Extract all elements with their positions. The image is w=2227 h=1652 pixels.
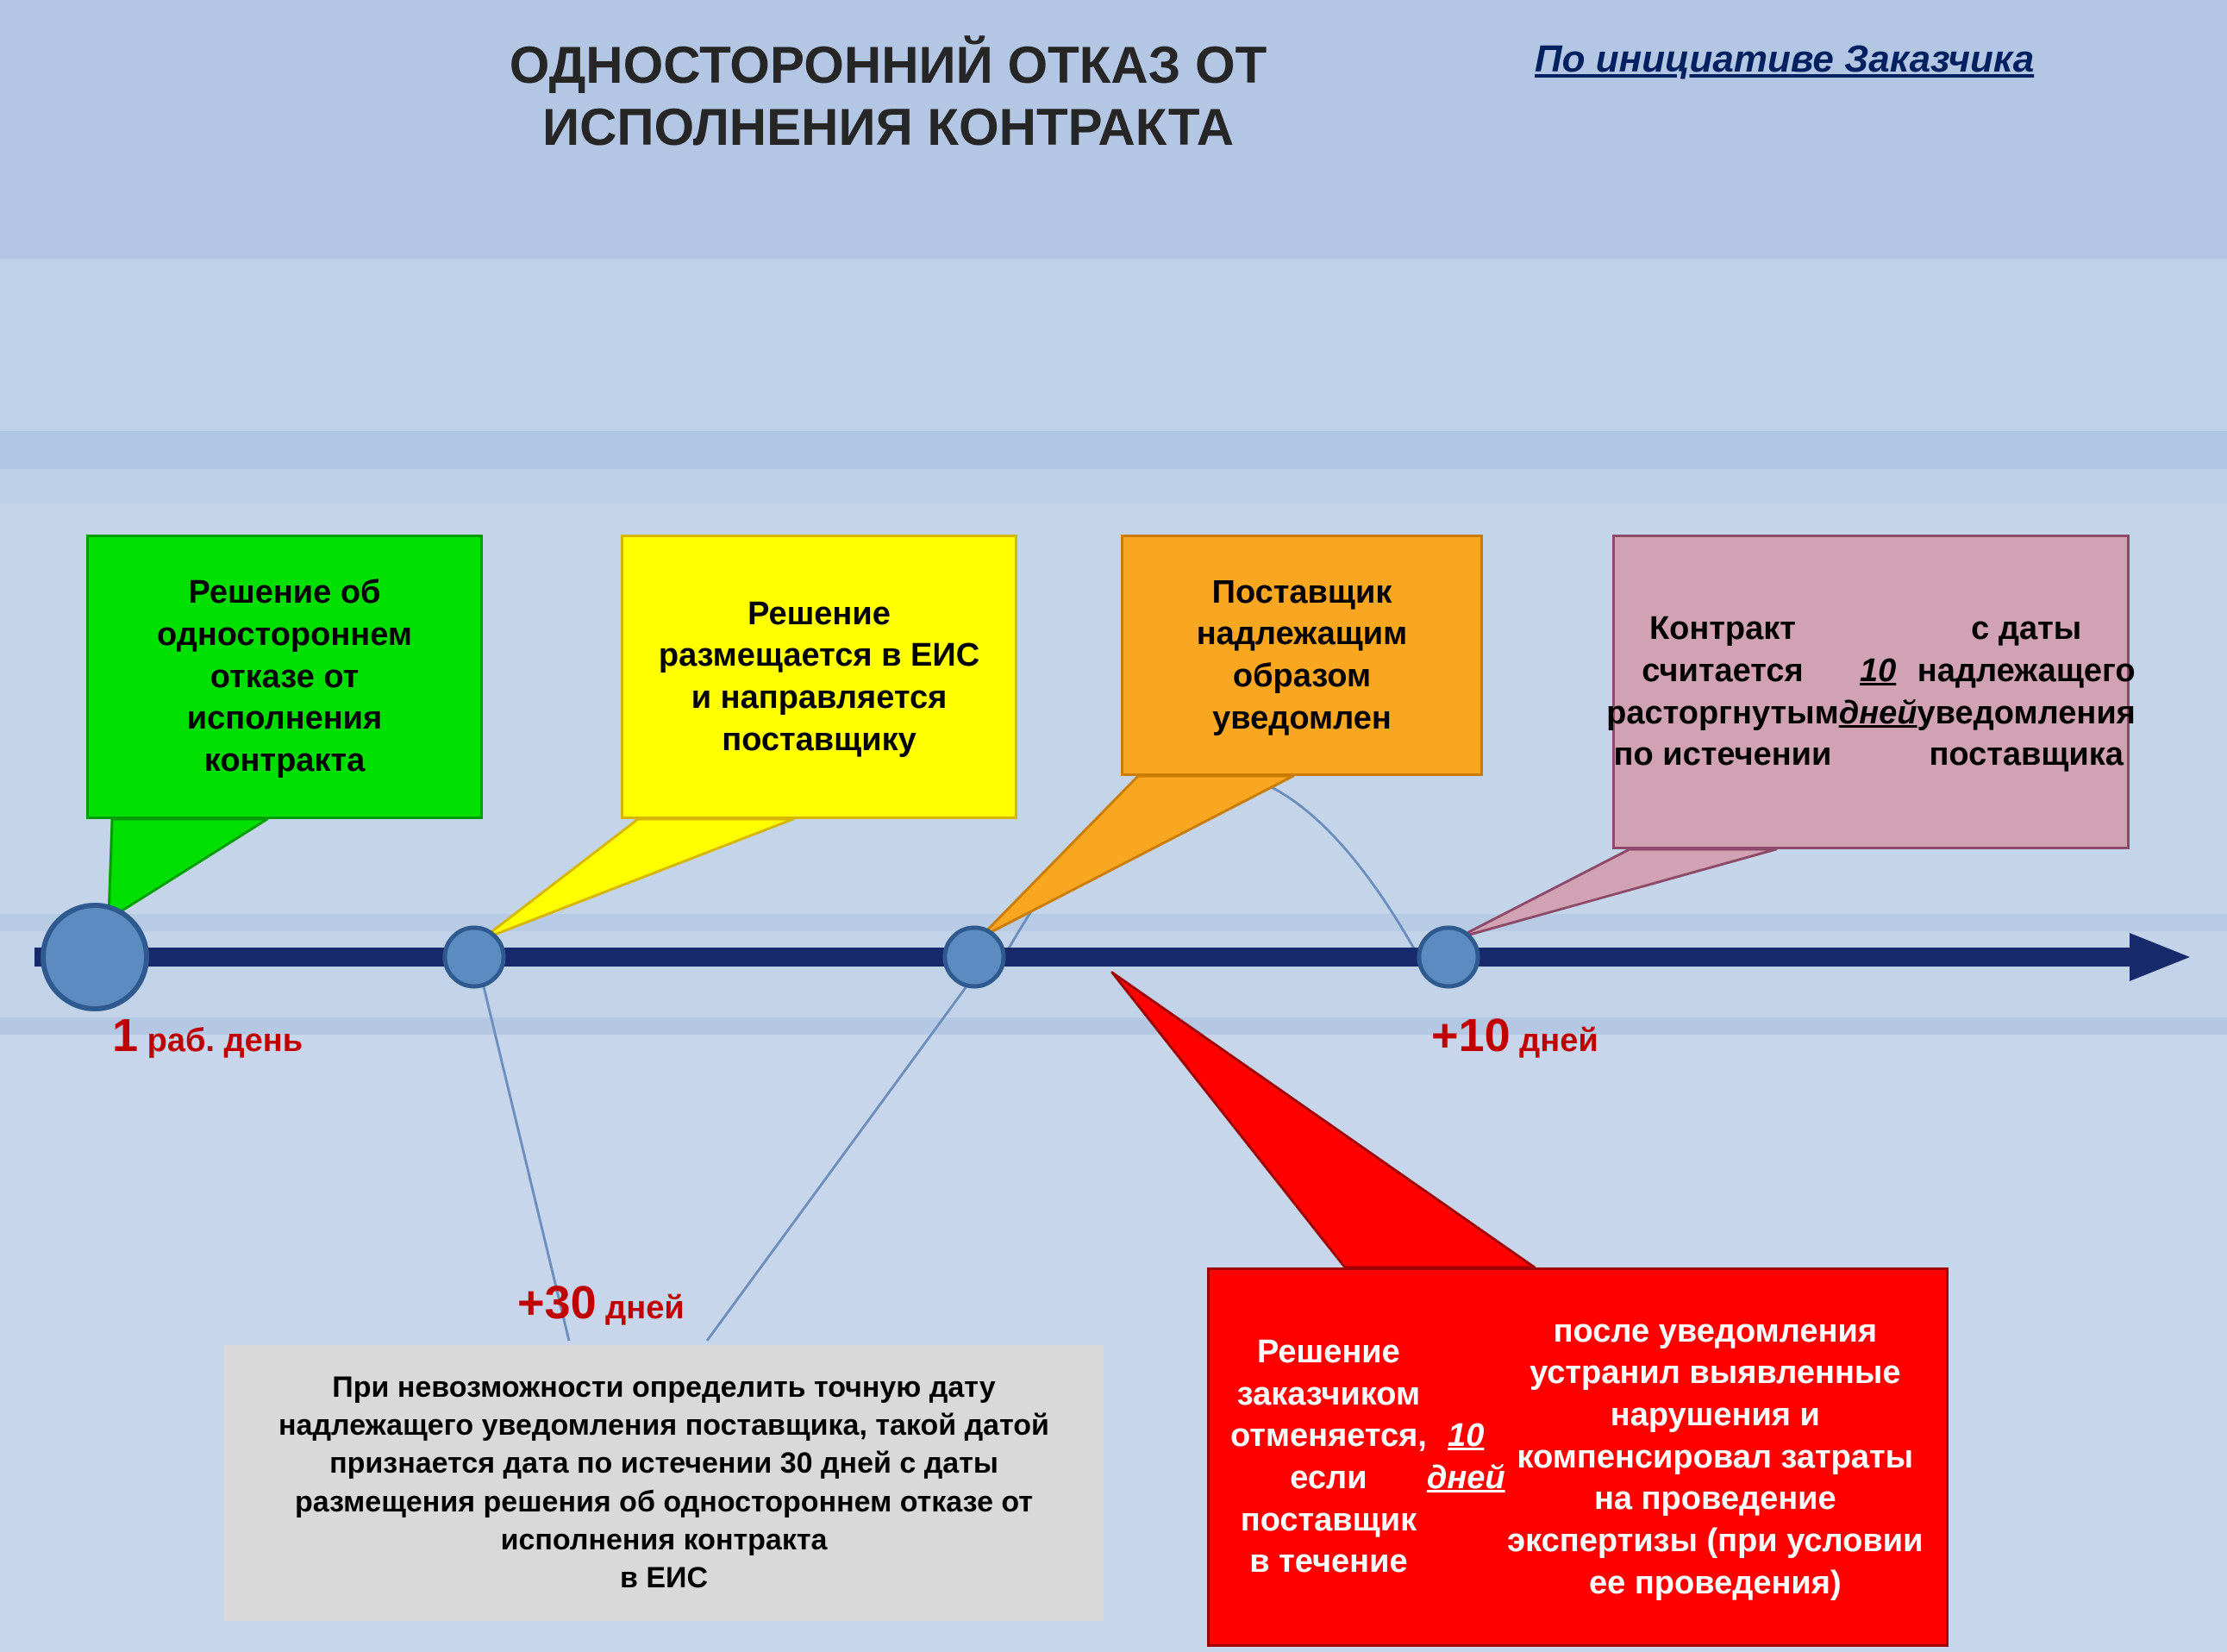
title-line1: ОДНОСТОРОННИЙ ОТКАЗ ОТ [510, 36, 1267, 94]
label-plus10: +10 дней [1431, 1009, 1598, 1062]
label-1-day: 1 раб. день [112, 1009, 303, 1062]
callout-notified: Поставщик надлежащим образом уведомлен [1121, 535, 1483, 776]
subtitle: По инициативе Заказчика [1535, 38, 2190, 81]
callout-decision: Решение об одностороннем отказе от испол… [86, 535, 483, 819]
timeline-node-2 [945, 928, 1004, 986]
callout-publish: Решение размещается в ЕИС и направляется… [621, 535, 1017, 819]
callout-publish-tail [481, 819, 793, 940]
callout-terminated: Контракт считается расторгнутым по истеч… [1612, 535, 2130, 849]
callout-decision-tail [109, 819, 267, 919]
timeline-start-node [43, 905, 147, 1009]
label-plus30: +30 дней [517, 1276, 685, 1330]
timeline-node-3 [1419, 928, 1478, 986]
callout-terminated-tail [1457, 849, 1776, 938]
slide-root: ОДНОСТОРОННИЙ ОТКАЗ ОТ ИСПОЛНЕНИЯ КОНТРА… [0, 0, 2227, 1652]
timeline-arrowhead [2130, 933, 2190, 981]
callout-cancel: Решение заказчиком отменяется, если пост… [1207, 1267, 1949, 1647]
timeline-node-1 [445, 928, 504, 986]
note-30days: При невозможности определить точную дату… [224, 1345, 1104, 1621]
title-line2: ИСПОЛНЕНИЯ КОНТРАКТА [542, 98, 1234, 156]
page-title: ОДНОСТОРОННИЙ ОТКАЗ ОТ ИСПОЛНЕНИЯ КОНТРА… [362, 34, 1414, 159]
guide-line [707, 983, 969, 1341]
callout-notified-tail [979, 776, 1293, 938]
